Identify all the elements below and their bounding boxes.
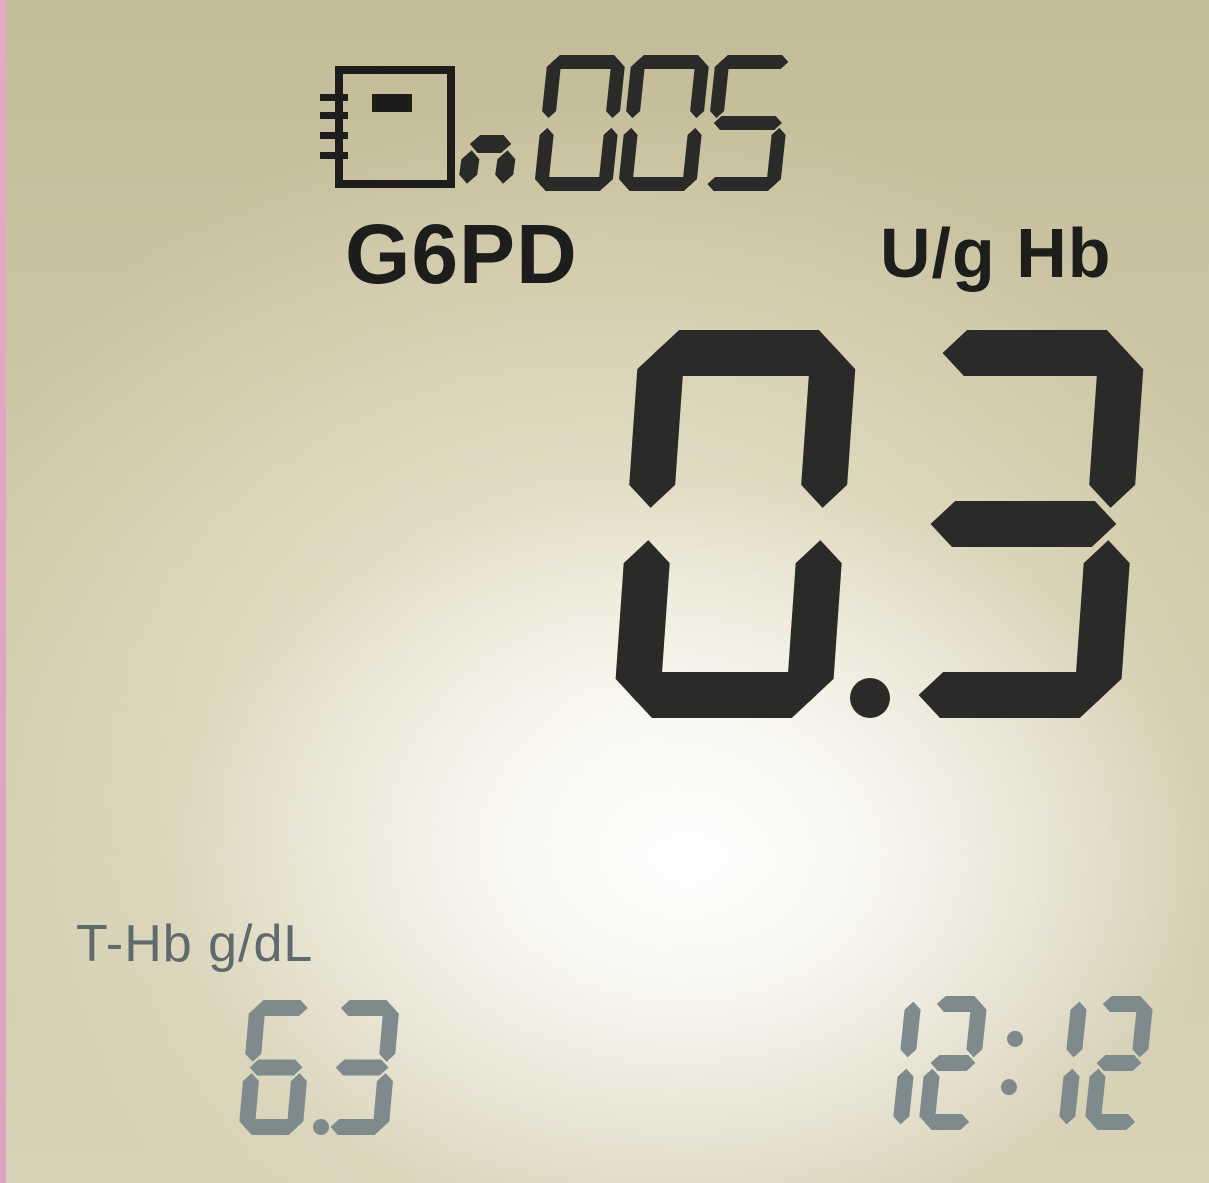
segment-b	[801, 346, 856, 508]
segment-a	[552, 55, 621, 69]
segment-b	[690, 59, 709, 119]
digit-seg-counter-0	[534, 55, 625, 191]
segment-g	[930, 501, 1117, 547]
digit-seg-counter-1	[618, 55, 709, 191]
segment-g	[469, 135, 512, 153]
decimal-point	[850, 678, 890, 718]
segment-c	[787, 540, 842, 702]
colon-dot-bottom	[1001, 1079, 1017, 1096]
segment-g	[930, 1055, 976, 1071]
digit-seg-time-3	[1085, 996, 1153, 1130]
segment-b	[1132, 1001, 1153, 1058]
segment-c	[1059, 1068, 1080, 1125]
digit-seg-main-1	[918, 330, 1144, 718]
segment-d	[918, 672, 1105, 718]
segment-e	[239, 1073, 259, 1130]
segment-g	[1096, 1055, 1142, 1071]
segment-g	[335, 1059, 389, 1076]
segment-d	[924, 1114, 970, 1130]
segment-d	[707, 177, 776, 191]
segment-c	[287, 1073, 307, 1130]
segment-a	[654, 330, 841, 376]
segment-d	[630, 672, 817, 718]
segment-b	[1066, 1001, 1087, 1058]
segment-b	[900, 1001, 921, 1058]
segment-b	[379, 1005, 399, 1062]
test-name-label: G6PD	[345, 207, 578, 301]
device-bezel-edge	[0, 0, 6, 1183]
segment-e	[534, 127, 554, 187]
digit-seg-time-0	[893, 1001, 921, 1125]
segment-d	[539, 177, 608, 191]
segment-d	[244, 1119, 298, 1135]
colon-dot-top	[1007, 1030, 1023, 1047]
segment-c	[1075, 540, 1130, 702]
segment-a	[936, 996, 982, 1012]
segment-a	[1102, 996, 1148, 1012]
segment-e	[919, 1068, 940, 1125]
segment-f	[542, 59, 561, 119]
segment-c	[373, 1073, 393, 1130]
digit-seg-time-2	[1059, 1001, 1087, 1125]
segment-f	[626, 59, 645, 119]
segment-g	[249, 1059, 303, 1076]
segment-d	[330, 1119, 384, 1135]
digit-seg-counter-0	[459, 135, 516, 184]
segment-d	[1090, 1114, 1136, 1130]
digit-seg-main-0	[615, 330, 856, 718]
segment-c	[495, 150, 516, 184]
hb-label: T-Hb g/dL	[76, 915, 314, 973]
digit-seg-hb-0	[239, 1000, 308, 1135]
segment-c	[766, 127, 786, 187]
segment-a	[254, 1000, 308, 1016]
segment-b	[606, 59, 625, 119]
digit-seg-counter-2	[707, 55, 789, 191]
segment-d	[623, 177, 692, 191]
segment-c	[598, 127, 618, 187]
decimal-point	[313, 1119, 329, 1135]
segment-a	[636, 55, 705, 69]
digit-seg-hb-1	[330, 1000, 399, 1135]
segment-c	[682, 127, 702, 187]
segment-a	[340, 1000, 394, 1016]
segment-a	[720, 55, 789, 69]
segment-b	[1089, 346, 1144, 508]
segment-e	[1085, 1068, 1106, 1125]
segment-c	[893, 1068, 914, 1125]
unit-label: U/g Hb	[880, 214, 1112, 292]
segment-e	[618, 127, 638, 187]
segment-e	[615, 540, 670, 702]
segment-a	[942, 330, 1129, 376]
segment-b	[966, 1001, 987, 1058]
segment-f	[710, 59, 729, 119]
segment-e	[459, 150, 480, 184]
digit-seg-time-1	[919, 996, 987, 1130]
segment-g	[713, 116, 782, 130]
segment-f	[245, 1005, 265, 1062]
segment-f	[629, 346, 684, 508]
